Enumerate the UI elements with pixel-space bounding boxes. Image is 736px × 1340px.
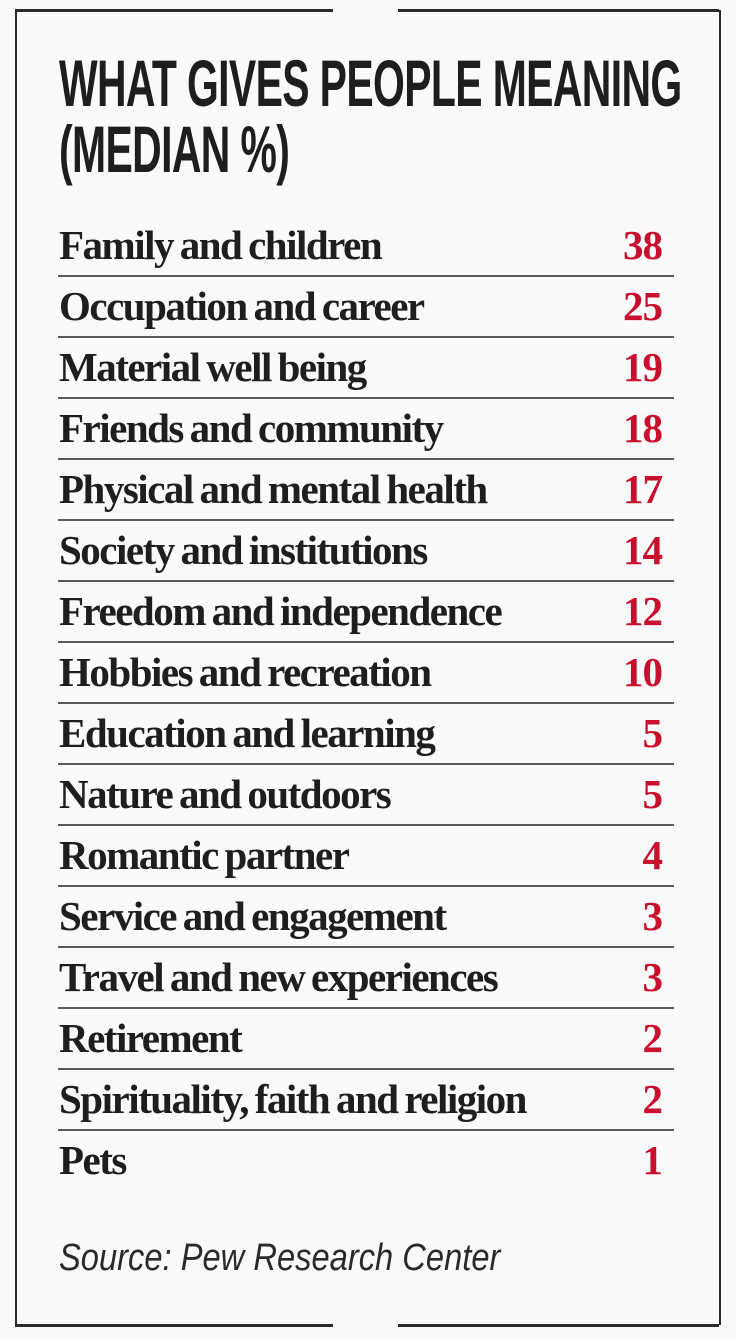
row-value: 18 [623, 405, 663, 451]
row-value: 3 [642, 893, 663, 939]
table-row: Physical and mental health 17 [58, 460, 674, 521]
row-value: 12 [623, 588, 663, 634]
table-row: Nature and outdoors 5 [58, 765, 674, 826]
row-value: 5 [642, 710, 663, 756]
row-label: Friends and community [59, 405, 444, 451]
row-label: Material well being [59, 344, 367, 390]
row-label: Occupation and career [59, 283, 425, 329]
row-label: Hobbies and recreation [59, 649, 432, 695]
row-label: Society and institutions [59, 527, 428, 573]
table-row: Spirituality, faith and religion 2 [58, 1070, 674, 1131]
row-label: Education and learning [59, 710, 436, 756]
row-label: Family and children [59, 222, 383, 268]
table-row: Retirement 2 [58, 1009, 674, 1070]
table-row: Pets 1 [58, 1131, 674, 1190]
row-label: Pets [59, 1137, 127, 1183]
table-row: Material well being 19 [58, 338, 674, 399]
row-value: 3 [642, 954, 663, 1000]
row-label: Spirituality, faith and religion [59, 1076, 527, 1122]
box-frame [15, 10, 721, 1325]
title-line-2: (MEDIAN %) [59, 112, 290, 186]
row-value: 14 [623, 527, 663, 573]
bottom-rule-right [398, 1324, 719, 1327]
table-row: Occupation and career 25 [58, 277, 674, 338]
row-value: 5 [642, 771, 663, 817]
table-row: Family and children 38 [58, 216, 674, 277]
table-row: Freedom and independence 12 [58, 582, 674, 643]
table-row: Hobbies and recreation 10 [58, 643, 674, 704]
row-value: 38 [623, 222, 663, 268]
bottom-rule-left [15, 1324, 333, 1327]
title-line-1: WHAT GIVES PEOPLE MEANING [59, 46, 682, 120]
data-table: Family and children 38 Occupation and care… [58, 216, 674, 1190]
row-value: 19 [623, 344, 663, 390]
row-label: Travel and new experiences [59, 954, 499, 1000]
table-row: Education and learning 5 [58, 704, 674, 765]
row-label: Physical and mental health [59, 466, 488, 512]
row-label: Romantic partner [59, 832, 350, 878]
row-label: Service and engagement [59, 893, 447, 939]
row-value: 2 [642, 1076, 663, 1122]
row-value: 2 [642, 1015, 663, 1061]
row-label: Nature and outdoors [59, 771, 392, 817]
row-label: Retirement [59, 1015, 243, 1061]
table-row: Friends and community 18 [58, 399, 674, 460]
top-rule-right [398, 9, 719, 12]
row-label: Freedom and independence [59, 588, 503, 634]
top-rule-left [15, 9, 333, 12]
table-row: Romantic partner 4 [58, 826, 674, 887]
table-row: Society and institutions 14 [58, 521, 674, 582]
row-value: 17 [623, 466, 663, 512]
source-note: Source: Pew Research Center [59, 1237, 501, 1279]
chart-title: WHAT GIVES PEOPLE MEANING (MEDIAN %) [59, 46, 682, 186]
row-value: 4 [642, 832, 663, 878]
table-row: Service and engagement 3 [58, 887, 674, 948]
row-value: 25 [623, 283, 663, 329]
table-row: Travel and new experiences 3 [58, 948, 674, 1009]
row-value: 10 [623, 649, 663, 695]
row-value: 1 [642, 1137, 663, 1183]
